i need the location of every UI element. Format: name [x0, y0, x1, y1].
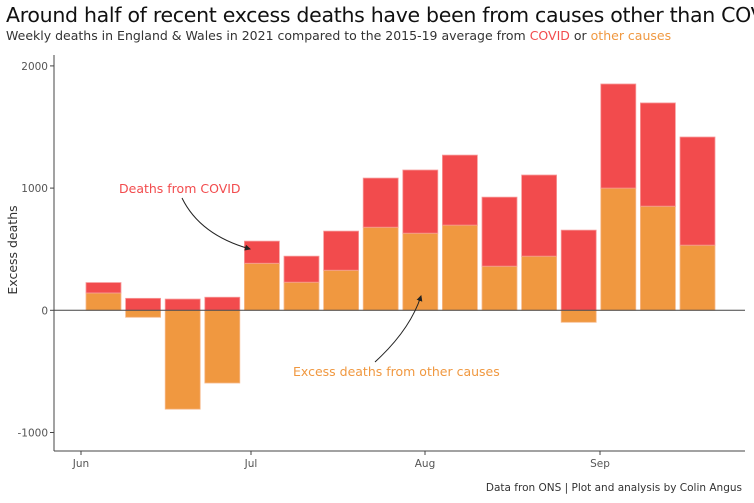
arrow-other	[374, 295, 423, 363]
bar-other-causes	[600, 187, 637, 311]
caption: Data fron ONS | Plot and analysis by Col…	[485, 482, 742, 494]
y-axis-label: Excess deaths	[5, 205, 20, 294]
bar-covid	[521, 174, 557, 257]
arrow-covid	[181, 197, 251, 251]
bar-other-causes	[283, 281, 320, 311]
bar-other-causes	[521, 255, 557, 311]
bar-covid	[640, 102, 676, 207]
bar-covid	[441, 154, 478, 226]
subtitle-or: or	[569, 28, 591, 43]
x-tick-label: Aug	[415, 458, 436, 470]
bar-other-causes	[679, 244, 716, 311]
bar-covid	[560, 229, 597, 311]
chart-title: Around half of recent excess deaths have…	[6, 3, 754, 27]
bar-covid	[243, 240, 280, 264]
bar-covid	[679, 136, 716, 246]
bar-covid	[125, 297, 161, 311]
bar-covid	[85, 282, 122, 294]
bar-other-causes	[323, 269, 360, 311]
x-tick-label: Jun	[72, 458, 89, 470]
bar-covid	[283, 255, 320, 283]
subtitle-other: other causes	[590, 28, 672, 43]
bar-other-causes	[85, 292, 122, 311]
subtitle-text: Weekly deaths in England & Wales in 2021…	[6, 28, 530, 43]
x-tick-label: Jul	[244, 458, 258, 470]
chart-subtitle: Weekly deaths in England & Wales in 2021…	[6, 28, 671, 43]
bar-other-causes	[243, 262, 280, 311]
bar-other-causes	[441, 224, 478, 311]
bar-covid	[600, 83, 637, 189]
y-tick-label: 2000	[21, 61, 48, 73]
bar-other-causes	[481, 265, 518, 311]
bar-other-causes	[125, 309, 161, 318]
x-tick-label: Sep	[590, 458, 610, 470]
bar-other-causes	[204, 309, 241, 384]
bar-other-causes	[362, 226, 399, 311]
subtitle-covid: COVID	[529, 28, 570, 43]
y-tick-label: -1000	[17, 428, 48, 440]
bar-covid	[323, 230, 360, 271]
bar-covid	[481, 196, 518, 267]
annotation-covid: Deaths from COVID	[119, 181, 241, 196]
bar-covid	[402, 169, 439, 234]
y-tick-label: 0	[41, 305, 48, 317]
bar-covid	[362, 177, 399, 228]
bar-covid	[204, 296, 241, 311]
y-tick-label: 1000	[21, 183, 48, 195]
bar-other-causes	[164, 309, 201, 410]
bar-other-causes	[560, 309, 597, 323]
annotation-other: Excess deaths from other causes	[293, 364, 500, 379]
bar-covid	[164, 298, 201, 311]
bar-other-causes	[640, 205, 676, 311]
